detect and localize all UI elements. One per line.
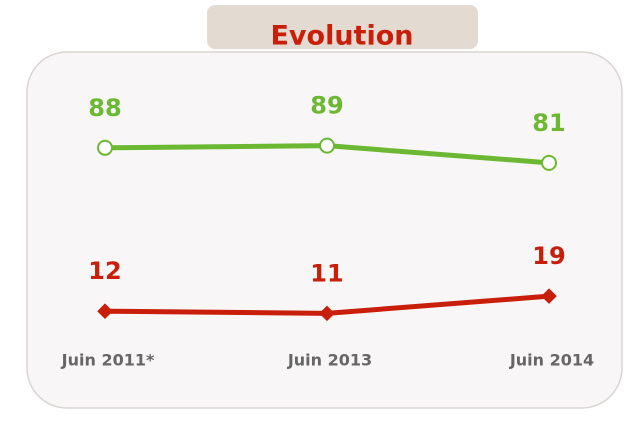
data-label: 81 — [532, 109, 565, 137]
point — [541, 154, 557, 171]
chart-title: Evolution — [270, 21, 413, 52]
panel — [26, 51, 623, 409]
point — [97, 139, 113, 156]
title-tab — [207, 5, 478, 49]
x-tick-label: Juin 2014 — [509, 351, 594, 370]
data-label: 88 — [88, 94, 121, 122]
data-label: 89 — [310, 92, 343, 120]
point — [319, 137, 335, 154]
data-label: 11 — [310, 259, 343, 287]
x-tick-label: Juin 2011* — [61, 351, 155, 370]
x-tick-label: Juin 2013 — [287, 351, 372, 370]
data-label: 12 — [88, 257, 121, 285]
data-label: 19 — [532, 242, 565, 270]
